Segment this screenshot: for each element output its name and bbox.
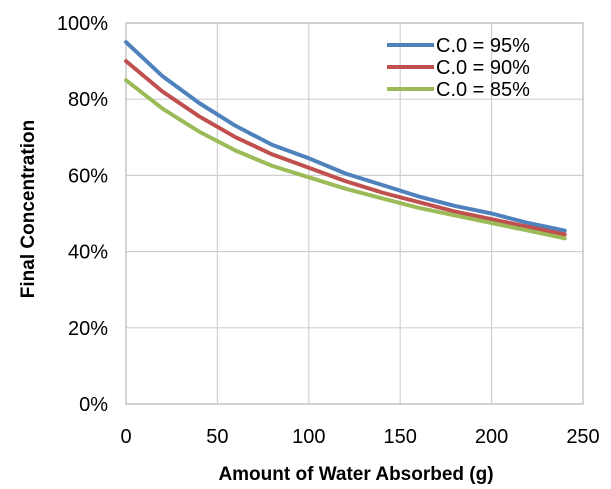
axis-ticks: 0% 20% 40% 60% 80% 100% 0 50 100 150 200 250 <box>57 13 600 448</box>
x-tick-label: 50 <box>206 426 228 448</box>
x-axis-title: Amount of Water Absorbed (g) <box>218 464 493 485</box>
y-tick-label: 40% <box>68 242 108 264</box>
y-tick-label: 100% <box>57 13 108 35</box>
y-tick-label: 0% <box>79 394 108 416</box>
y-axis-title: Final Concentration <box>18 120 39 298</box>
plot-area-border <box>125 22 584 405</box>
x-tick-label: 150 <box>384 426 417 448</box>
y-tick-label: 20% <box>68 318 108 340</box>
x-tick-label: 0 <box>120 426 131 448</box>
legend-label: C.0 = 90% <box>436 57 530 79</box>
series-line-3 <box>124 78 567 241</box>
x-tick-label: 200 <box>475 426 508 448</box>
x-tick-label: 100 <box>292 426 325 448</box>
series-lines <box>124 40 567 241</box>
legend-label: C.0 = 95% <box>436 35 530 57</box>
legend-label: C.0 = 85% <box>436 79 530 101</box>
series-line-2 <box>124 59 567 237</box>
y-tick-label: 60% <box>68 165 108 187</box>
y-tick-label: 80% <box>68 89 108 111</box>
series-line-1 <box>124 40 567 233</box>
legend: C.0 = 95%C.0 = 90%C.0 = 85% <box>387 35 530 101</box>
x-tick-label: 250 <box>566 426 599 448</box>
